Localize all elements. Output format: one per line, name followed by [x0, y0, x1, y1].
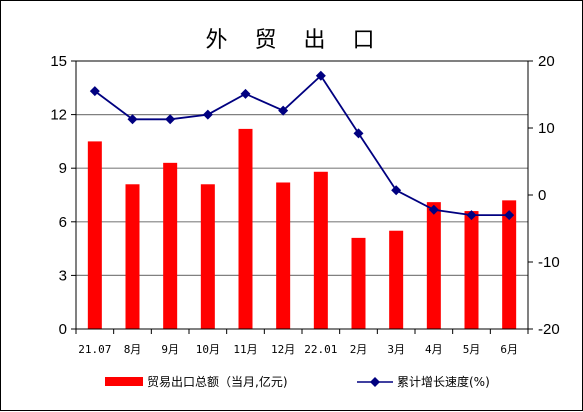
line-point — [466, 210, 477, 221]
bar — [426, 202, 441, 329]
line-point — [240, 88, 251, 99]
line-point — [89, 86, 100, 97]
left-tick-label: 15 — [50, 53, 67, 70]
left-axis-ticks: 0 3 6 9 12 15 — [50, 53, 67, 338]
bar — [313, 171, 328, 329]
bar — [238, 128, 253, 329]
right-tick-label: -10 — [538, 254, 560, 271]
line-point — [165, 114, 176, 125]
right-tick-label: 20 — [538, 53, 555, 70]
line-point — [391, 185, 402, 196]
right-tick-label: 10 — [538, 120, 555, 137]
bar — [163, 162, 178, 329]
bar-series — [87, 128, 517, 329]
legend: 贸易出口总额（当月,亿元) 累计增长速度(%) — [105, 374, 490, 389]
bar — [351, 237, 366, 329]
growth-line — [94, 74, 510, 217]
left-tick-label: 0 — [59, 321, 67, 338]
legend-line-marker-icon — [370, 377, 380, 387]
legend-bar-swatch — [105, 377, 143, 386]
x-tick-label: 12月 — [271, 343, 295, 356]
line-point — [315, 70, 326, 81]
bar — [464, 211, 479, 329]
bar — [87, 141, 102, 329]
bar — [125, 184, 140, 329]
left-tick-label: 6 — [59, 214, 67, 231]
x-tick-label: 6月 — [500, 343, 518, 356]
axes — [71, 60, 533, 334]
legend-bar-label: 贸易出口总额（当月,亿元) — [147, 374, 288, 389]
gridlines — [76, 113, 528, 276]
chart-title: 外 贸 出 口 — [206, 28, 385, 53]
x-tick-label: 2月 — [350, 343, 368, 356]
x-axis-ticks: 21.07 8月 9月 10月 11月 12月 22.01 2月 3月 4月 5月 6月 — [78, 343, 518, 356]
plot-area-border — [75, 60, 529, 330]
left-tick-label: 9 — [59, 160, 67, 177]
right-tick-label: 0 — [538, 187, 546, 204]
left-tick-label: 3 — [59, 267, 67, 284]
bar — [276, 182, 291, 329]
x-tick-label: 8月 — [124, 343, 142, 356]
line-point — [504, 210, 515, 221]
x-tick-label: 21.07 — [78, 343, 111, 356]
bar — [389, 230, 404, 329]
legend-line-label: 累计增长速度(%) — [397, 374, 490, 389]
line-point — [127, 114, 138, 125]
line-series — [89, 70, 515, 221]
bar — [200, 184, 215, 329]
right-tick-label: -20 — [538, 321, 560, 338]
line-point — [353, 128, 364, 139]
x-tick-label: 22.01 — [304, 343, 337, 356]
line-point — [202, 109, 213, 120]
x-tick-label: 11月 — [233, 343, 257, 356]
x-tick-label: 3月 — [387, 343, 405, 356]
right-axis-ticks: -20 -10 0 10 20 — [538, 53, 560, 338]
x-tick-label: 9月 — [161, 343, 179, 356]
x-tick-label: 10月 — [196, 343, 220, 356]
line-point — [428, 204, 439, 215]
line-point — [278, 105, 289, 116]
bar — [502, 200, 517, 329]
x-tick-label: 4月 — [425, 343, 443, 356]
x-tick-label: 5月 — [463, 343, 481, 356]
left-tick-label: 12 — [50, 107, 67, 124]
